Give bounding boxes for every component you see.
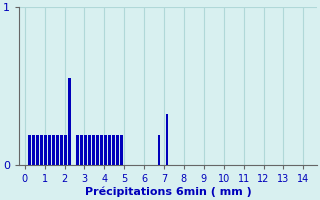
Bar (40, 135, 43, 165)
Bar (120, 135, 123, 165)
Bar (68, 78, 71, 165)
Bar (96, 135, 99, 165)
Bar (104, 135, 107, 165)
Bar (64, 135, 67, 165)
Bar (92, 135, 95, 165)
Bar (60, 135, 63, 165)
Bar (108, 135, 111, 165)
Bar (44, 135, 47, 165)
Bar (56, 135, 59, 165)
Bar (28, 135, 31, 165)
Bar (158, 135, 160, 165)
Bar (80, 135, 83, 165)
Bar (36, 135, 39, 165)
Bar (116, 135, 119, 165)
Bar (52, 135, 55, 165)
Bar (166, 114, 168, 165)
Bar (100, 135, 103, 165)
Bar (48, 135, 51, 165)
Bar (32, 135, 35, 165)
X-axis label: Précipitations 6min ( mm ): Précipitations 6min ( mm ) (84, 187, 252, 197)
Bar (76, 135, 79, 165)
Bar (112, 135, 115, 165)
Bar (88, 135, 91, 165)
Bar (84, 135, 87, 165)
